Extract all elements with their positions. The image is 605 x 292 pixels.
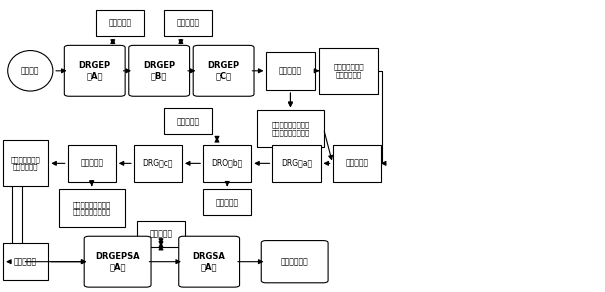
Bar bbox=[257, 110, 324, 147]
Text: 简化机理二: 简化机理二 bbox=[345, 159, 368, 168]
FancyBboxPatch shape bbox=[64, 45, 125, 96]
Text: DRGEPSA
（A）: DRGEPSA （A） bbox=[96, 252, 140, 271]
Text: 简化机理一: 简化机理一 bbox=[108, 19, 132, 27]
Text: 简化机理二: 简化机理二 bbox=[177, 19, 200, 27]
FancyBboxPatch shape bbox=[178, 236, 240, 287]
Text: 简化机理三: 简化机理三 bbox=[279, 66, 302, 75]
FancyBboxPatch shape bbox=[261, 241, 328, 283]
Bar bbox=[3, 243, 48, 281]
Bar bbox=[319, 48, 378, 94]
Text: 简化机理五: 简化机理五 bbox=[14, 257, 37, 266]
Bar bbox=[59, 190, 125, 227]
Text: DRGEP
（A）: DRGEP （A） bbox=[79, 61, 111, 81]
Text: DRG（c）: DRG（c） bbox=[143, 159, 173, 168]
Ellipse shape bbox=[8, 51, 53, 91]
Text: 简化机理六: 简化机理六 bbox=[80, 159, 103, 168]
Text: 最终简化机理: 最终简化机理 bbox=[281, 257, 309, 266]
Text: 简化机理六超过
初始设定误差: 简化机理六超过 初始设定误差 bbox=[11, 156, 41, 171]
Text: DRO（b）: DRO（b） bbox=[212, 159, 243, 168]
Text: 简化机理五: 简化机理五 bbox=[177, 117, 200, 126]
Text: DRG（a）: DRG（a） bbox=[281, 159, 312, 168]
Bar bbox=[164, 108, 212, 134]
Bar bbox=[68, 145, 116, 182]
Text: 简化机理六和简化机
理五是同一简化机理: 简化机理六和简化机 理五是同一简化机理 bbox=[73, 201, 111, 215]
Bar bbox=[137, 221, 185, 247]
Text: 详细机理: 详细机理 bbox=[21, 66, 39, 75]
FancyBboxPatch shape bbox=[193, 45, 254, 96]
Bar bbox=[134, 145, 182, 182]
Bar bbox=[266, 52, 315, 90]
FancyBboxPatch shape bbox=[84, 236, 151, 287]
Text: 简化机理三和简化机
理二是同一简化机理: 简化机理三和简化机 理二是同一简化机理 bbox=[271, 121, 310, 136]
Text: 简化机理三超过
初始设定误差: 简化机理三超过 初始设定误差 bbox=[333, 64, 364, 78]
Text: 简化机理四: 简化机理四 bbox=[215, 198, 239, 207]
Text: DRGEP
（B）: DRGEP （B） bbox=[143, 61, 175, 81]
FancyBboxPatch shape bbox=[129, 45, 189, 96]
Text: DRGEP
（C）: DRGEP （C） bbox=[208, 61, 240, 81]
Text: DRGSA
（A）: DRGSA （A） bbox=[193, 252, 226, 271]
Text: 简化机理七: 简化机理七 bbox=[149, 230, 172, 239]
Bar bbox=[203, 190, 251, 215]
Bar bbox=[3, 140, 48, 187]
Bar bbox=[164, 10, 212, 36]
Bar bbox=[272, 145, 321, 182]
Bar bbox=[203, 145, 251, 182]
Bar bbox=[96, 10, 144, 36]
Bar bbox=[333, 145, 381, 182]
